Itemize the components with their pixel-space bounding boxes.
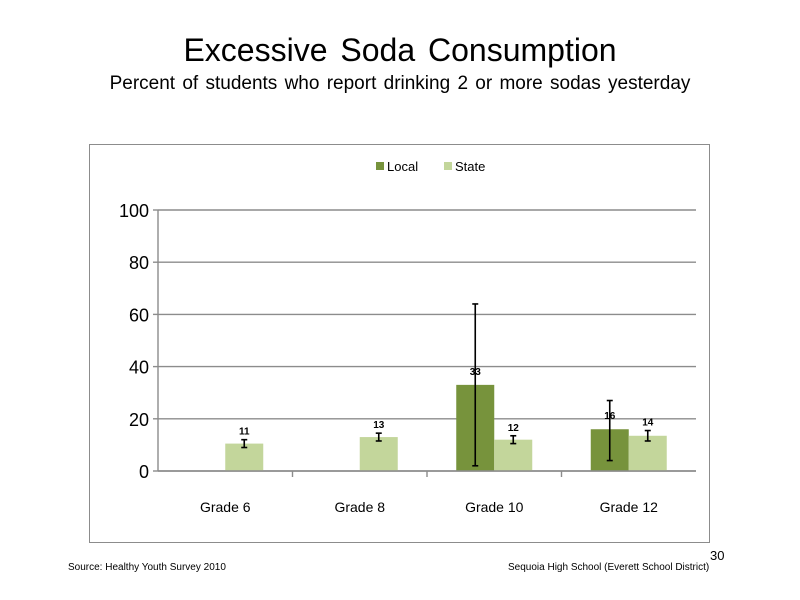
legend-label-state: State [455,159,485,174]
chart-frame [89,144,710,543]
y-tick-label: 40 [129,358,149,378]
bar-state [494,439,533,471]
x-tick-label: Grade 10 [465,499,524,515]
x-tick-label: Grade 8 [334,499,385,515]
y-tick-label: 60 [129,305,149,325]
y-tick-label: 0 [139,462,149,482]
legend-swatch-state [444,162,452,170]
data-label: 12 [508,423,520,434]
data-label: 16 [604,411,616,422]
y-tick-label: 100 [119,201,149,221]
data-label: 13 [373,420,385,431]
data-label: 11 [239,427,250,438]
x-tick-label: Grade 6 [200,499,251,515]
bar-state [359,437,398,471]
slide-subtitle: Percent of students who report drinking … [109,73,691,94]
slide-title: Excessive Soda Consumption [183,32,617,68]
data-label: 14 [642,418,654,429]
data-label: 33 [470,367,482,378]
page-number: 30 [710,548,725,563]
y-tick-label: 20 [129,410,149,430]
y-tick-label: 80 [129,253,149,273]
legend-label-local: Local [387,159,418,174]
x-tick-label: Grade 12 [600,499,659,515]
school-name: Sequoia High School (Everett School Dist… [508,562,710,573]
legend-swatch-local [376,162,384,170]
source-note: Source: Healthy Youth Survey 2010 [68,562,226,573]
